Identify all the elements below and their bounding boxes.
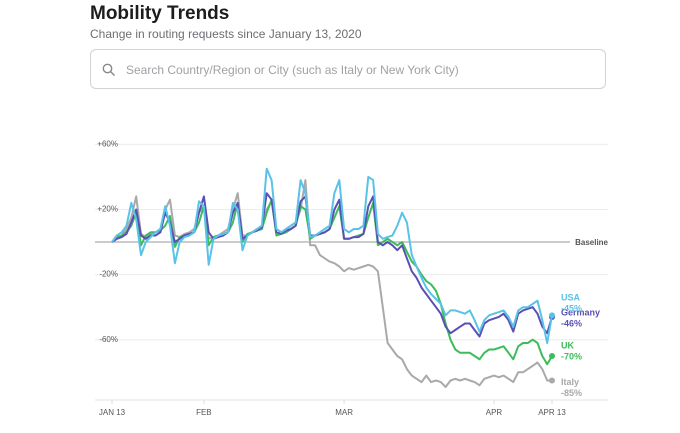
series-line: [111, 192, 553, 338]
search-box[interactable]: Search Country/Region or City (such as I…: [90, 49, 606, 89]
end-dot: [549, 353, 555, 360]
legend-name: Germany: [561, 307, 600, 317]
x-tick-label: MAR: [335, 408, 353, 417]
search-icon: [102, 63, 115, 76]
series-line: [111, 179, 552, 388]
end-label: -85%: [561, 388, 582, 398]
end-label: -70%: [561, 351, 582, 361]
legend-name: Italy: [561, 377, 579, 387]
y-tick-label: +20%: [97, 205, 118, 214]
y-tick-label: -60%: [99, 335, 118, 344]
x-tick-label: APR: [486, 408, 503, 417]
search-placeholder: Search Country/Region or City (such as I…: [126, 63, 459, 77]
title: Mobility Trends: [90, 3, 230, 24]
x-tick-label: JAN 13: [99, 408, 126, 417]
subtitle: Change in routing requests since January…: [90, 27, 362, 41]
y-tick-label: +60%: [97, 139, 118, 148]
x-tick-label: APR 13: [538, 408, 566, 417]
baseline-label: Baseline: [575, 238, 608, 247]
end-dot: [549, 312, 555, 319]
end-label: -45%: [561, 304, 582, 314]
end-dot: [549, 377, 555, 384]
legend-name: USA: [561, 293, 581, 303]
end-label: -46%: [561, 318, 582, 328]
x-tick-label: FEB: [196, 408, 212, 417]
series-line: [111, 167, 553, 344]
legend-name: UK: [561, 340, 574, 350]
y-tick-label: -20%: [99, 270, 118, 279]
